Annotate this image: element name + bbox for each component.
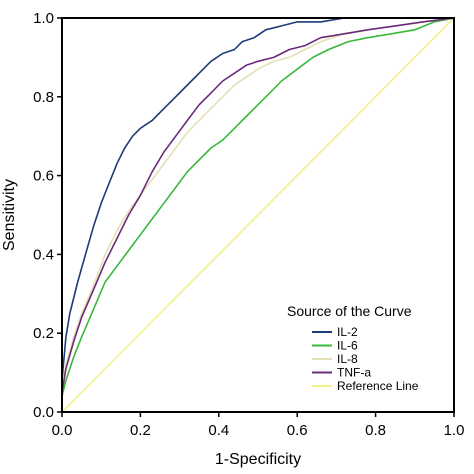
x-tick-label: 0.0 [52,422,73,439]
x-tick-label: 0.2 [130,422,151,439]
y-tick-label: 0.2 [33,325,54,342]
y-tick-label: 0.6 [33,168,54,185]
y-axis-label: Sensitivity [1,179,18,251]
legend-title: Source of the Curve [287,303,412,319]
x-tick-label: 0.8 [365,422,386,439]
legend: Source of the Curve IL-2IL-6IL-8TNF-aRef… [287,303,419,393]
series-line-il-6 [61,17,455,412]
x-tick-label: 1.0 [444,422,465,439]
y-tick-label: 0.8 [33,89,54,106]
x-tick-label: 0.4 [208,422,229,439]
series-line-il-8 [61,17,455,412]
y-tick-label: 0.0 [33,404,54,421]
legend-label: IL-6 [337,339,358,353]
series-line-tnf-a [61,17,455,412]
x-tick-label: 0.6 [287,422,308,439]
series-layer [61,17,455,413]
y-tick-label: 0.4 [33,246,54,263]
legend-label: IL-2 [337,325,358,339]
series-line-reference-line [61,17,455,413]
legend-label: Reference Line [337,379,419,393]
legend-label: IL-8 [337,352,358,366]
x-axis-label: 1-Specificity [215,451,301,468]
series-line-il-2 [61,17,454,412]
x-axis-ticks: 0.0 0.2 0.4 0.6 0.8 1.0 [52,412,465,439]
y-axis-ticks: 0.0 0.2 0.4 0.6 0.8 1.0 [33,10,62,421]
plot-frame [61,17,455,413]
legend-label: TNF-a [337,366,371,380]
y-tick-label: 1.0 [33,10,54,27]
